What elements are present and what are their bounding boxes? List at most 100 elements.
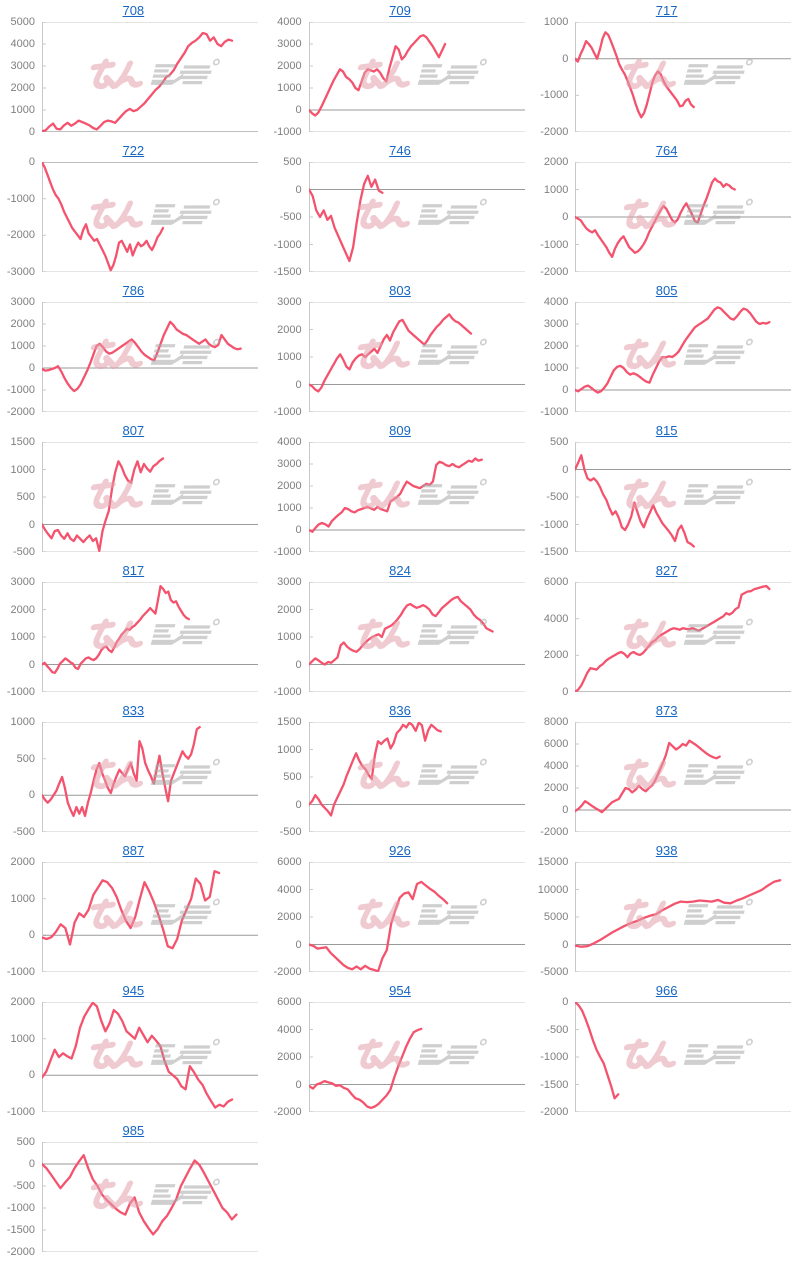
- series-line: [308, 722, 442, 817]
- chart-cell: 824 -1000 0 1000 2000 3000: [267, 562, 534, 702]
- y-tick-label: 0: [28, 126, 35, 138]
- y-axis-labels: -1500 -1000 -500 0 500: [267, 156, 305, 278]
- chart-cell: 722 -3000 -2000 -1000 0: [0, 142, 267, 282]
- series-line: [308, 595, 494, 666]
- y-tick-label: -1000: [273, 686, 302, 698]
- chart-title-link[interactable]: 805: [655, 283, 678, 298]
- chart-title-link[interactable]: 717: [655, 3, 678, 18]
- chart-cell: 926 -2000 0 2000 4000 6000: [267, 842, 534, 982]
- chart-plot: -2000 -1500 -1000 -500 0 500: [0, 1136, 267, 1258]
- chart-title-link[interactable]: 873: [655, 703, 678, 718]
- y-tick-label: 2000: [543, 340, 569, 352]
- chart-cell: 817 -1000 0 1000 2000 3000: [0, 562, 267, 702]
- series-line: [308, 34, 446, 117]
- chart-plot: -1000 0 1000 2000: [0, 856, 267, 978]
- chart-plot: -1000 0 1000 2000: [0, 996, 267, 1118]
- plot-area: [575, 22, 792, 132]
- y-tick-label: -1000: [540, 89, 569, 102]
- chart-title-link[interactable]: 708: [122, 3, 145, 18]
- chart-title-link[interactable]: 709: [389, 3, 411, 18]
- y-axis-labels: -500 0 500 1000 1500: [0, 436, 38, 558]
- chart-title-link[interactable]: 764: [655, 143, 678, 158]
- y-tick-label: 4000: [10, 38, 35, 50]
- plot-area: [42, 862, 258, 972]
- y-tick-label: 0: [295, 524, 302, 536]
- chart-title-link[interactable]: 938: [655, 843, 678, 858]
- line-chart: [308, 862, 525, 972]
- plot-area: [575, 302, 792, 412]
- y-tick-label: 1000: [277, 743, 302, 756]
- y-tick-label: -2000: [6, 229, 35, 242]
- chart-title-link[interactable]: 833: [122, 703, 145, 718]
- chart-title-link[interactable]: 815: [655, 423, 678, 438]
- chart-title: 803: [267, 282, 534, 302]
- y-tick-label: 3000: [10, 60, 35, 72]
- y-tick-label: 5000: [10, 16, 35, 28]
- y-axis-labels: -1000 0 1000 2000 3000 4000: [533, 296, 571, 418]
- chart-plot: -2000 -1000 0 1000: [533, 16, 800, 138]
- y-tick-label: 1000: [10, 1032, 35, 1045]
- chart-title-link[interactable]: 817: [122, 563, 145, 578]
- plot-area: [42, 442, 258, 552]
- chart-title-link[interactable]: 824: [389, 563, 411, 578]
- y-tick-label: 0: [562, 686, 569, 698]
- chart-title-link[interactable]: 836: [389, 703, 411, 718]
- y-tick-label: 500: [283, 156, 302, 168]
- chart-title-link[interactable]: 985: [122, 1123, 145, 1138]
- y-tick-label: 6000: [277, 856, 302, 868]
- line-chart: [575, 302, 792, 412]
- chart-title-link[interactable]: 827: [655, 563, 678, 578]
- chart-plot: -500 0 500 1000 1500: [0, 436, 267, 558]
- chart-title-link[interactable]: 966: [655, 983, 678, 998]
- y-tick-label: -2000: [273, 966, 302, 978]
- series-line: [42, 725, 201, 818]
- chart-cell: 954 -2000 0 2000 4000 6000: [267, 982, 534, 1122]
- y-tick-label: 2000: [277, 603, 302, 616]
- plot-area: [575, 162, 792, 272]
- chart-title-link[interactable]: 926: [389, 843, 411, 858]
- y-tick-label: 0: [295, 658, 302, 671]
- y-tick-label: 5000: [543, 911, 569, 923]
- y-tick-label: -500: [546, 1023, 569, 1036]
- y-tick-label: 0: [28, 929, 35, 942]
- chart-title-link[interactable]: 945: [122, 983, 145, 998]
- y-tick-label: 4000: [543, 760, 569, 772]
- y-tick-label: 1000: [277, 631, 302, 643]
- y-tick-label: 2000: [10, 603, 35, 616]
- chart-title: 887: [0, 842, 267, 862]
- chart-title-link[interactable]: 954: [389, 983, 411, 998]
- chart-cell: 938 -5000 0 5000 10000 15000: [533, 842, 800, 982]
- chart-title-link[interactable]: 807: [122, 423, 145, 438]
- line-chart: [42, 162, 258, 272]
- y-tick-label: 500: [16, 752, 35, 765]
- series-line: [308, 1027, 423, 1110]
- y-axis-labels: -2000 -1000 0 1000 2000: [533, 156, 571, 278]
- y-axis-labels: -2000 0 2000 4000 6000: [267, 996, 305, 1118]
- chart-plot: -2000 0 2000 4000 6000 8000: [533, 716, 800, 838]
- chart-title-link[interactable]: 887: [122, 843, 145, 858]
- y-tick-label: -1000: [273, 546, 302, 558]
- y-tick-label: -500: [279, 826, 302, 838]
- y-tick-label: 1000: [10, 340, 35, 352]
- chart-title-link[interactable]: 746: [389, 143, 411, 158]
- chart-title: 817: [0, 562, 267, 582]
- y-axis-labels: -500 0 500 1000 1500: [267, 716, 305, 838]
- plot-area: [575, 1002, 792, 1112]
- chart-title-link[interactable]: 809: [389, 423, 411, 438]
- plot-area: [42, 22, 258, 132]
- y-tick-label: -2000: [273, 1106, 302, 1118]
- y-tick-label: -500: [12, 1180, 35, 1192]
- chart-cell: 709 -1000 0 1000 2000 3000 4000: [267, 2, 534, 142]
- y-tick-label: 2000: [543, 782, 569, 794]
- chart-title-link[interactable]: 786: [122, 283, 145, 298]
- y-tick-label: 0: [28, 156, 35, 168]
- chart-title-link[interactable]: 722: [122, 143, 145, 158]
- y-axis-labels: -1000 0 1000 2000: [0, 856, 38, 978]
- series-line: [575, 1002, 620, 1100]
- chart-plot: -1500 -1000 -500 0 500: [267, 156, 534, 278]
- y-axis-labels: -1500 -1000 -500 0 500: [533, 436, 571, 558]
- y-tick-label: -1500: [6, 1224, 35, 1236]
- chart-title-link[interactable]: 803: [389, 283, 411, 298]
- chart-title: 807: [0, 422, 267, 442]
